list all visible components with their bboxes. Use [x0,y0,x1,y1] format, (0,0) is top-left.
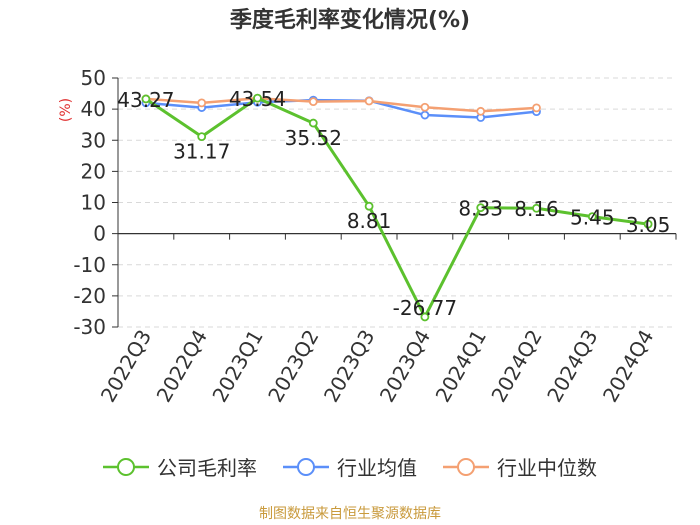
data-label: -26.77 [393,296,457,320]
data-point [587,212,597,222]
data-label: 35.52 [285,126,342,150]
data-label: 43.27 [117,88,174,112]
legend-item[interactable]: 公司毛利率 [103,452,257,481]
x-tick-label: 2023Q1 [207,326,267,407]
series-lines [141,93,653,322]
legend-swatch-icon [443,457,489,476]
data-point [476,106,486,116]
legend-label: 行业中位数 [497,456,597,480]
data-point [420,102,430,112]
y-tick-label: -10 [73,253,106,277]
y-tick-label: 30 [81,128,106,152]
x-tick-label: 2023Q2 [263,326,323,407]
legend-label: 行业均值 [337,456,417,480]
data-point [197,98,207,108]
data-label: 8.16 [514,197,559,221]
data-point [197,132,207,142]
data-point [420,110,430,120]
legend-swatch-marker [117,457,135,476]
data-point [308,97,318,107]
y-tick-label: 20 [81,159,106,183]
x-tick-label: 2024Q2 [486,326,546,407]
data-label: 5.45 [570,206,615,230]
data-label: 43.54 [229,87,286,111]
data-label: 3.05 [626,213,671,237]
y-tick-label: -30 [73,315,106,339]
legend-swatch-icon [103,457,149,476]
data-point [141,94,151,104]
data-point [532,103,541,113]
chart-title: 季度毛利率变化情况(%) [229,8,471,33]
y-tick-label: -20 [73,284,106,308]
gridlines [118,77,676,328]
data-point [253,93,262,103]
y-axis-label: (%) [58,98,74,122]
data-point [308,118,318,128]
x-tick-label: 2024Q1 [431,326,491,407]
x-tick-label: 2023Q3 [319,326,379,407]
data-point [643,219,653,229]
x-tick-label: 2023Q4 [375,326,435,407]
x-tick-label: 2024Q3 [542,326,602,407]
source-note: 制图数据来自恒生聚源数据库 [259,506,441,522]
x-tick-label: 2022Q4 [152,326,212,407]
series-line-2 [145,96,537,113]
x-tick-label: 2024Q4 [598,326,658,407]
data-point [364,96,374,106]
legend-swatch-marker [297,457,315,476]
y-tick-label: 40 [81,97,106,121]
axes: -30-20-1001020304050(%)2022Q32022Q42023Q… [58,66,677,407]
data-point [532,203,541,213]
legend: 公司毛利率 行业均值 行业中位数 [0,452,700,481]
y-tick-label: 10 [81,191,106,215]
legend-label: 公司毛利率 [157,456,257,480]
legend-swatch-icon [283,457,329,476]
y-tick-label: 50 [81,66,106,90]
data-point [364,201,374,211]
y-tick-label: 0 [93,222,106,246]
data-point [476,203,486,213]
legend-swatch-marker [457,457,475,476]
legend-item[interactable]: 行业均值 [283,452,417,481]
data-point [420,312,430,322]
data-label: 8.33 [458,197,503,221]
data-labels: 43.27 31.17 43.54 35.52 8.81 -26.77 8.33 8.16 5.… [117,87,670,320]
data-label: 8.81 [347,209,392,233]
series-line-0 [145,96,649,319]
data-label: 31.17 [173,140,230,164]
legend-item[interactable]: 行业中位数 [443,452,597,481]
